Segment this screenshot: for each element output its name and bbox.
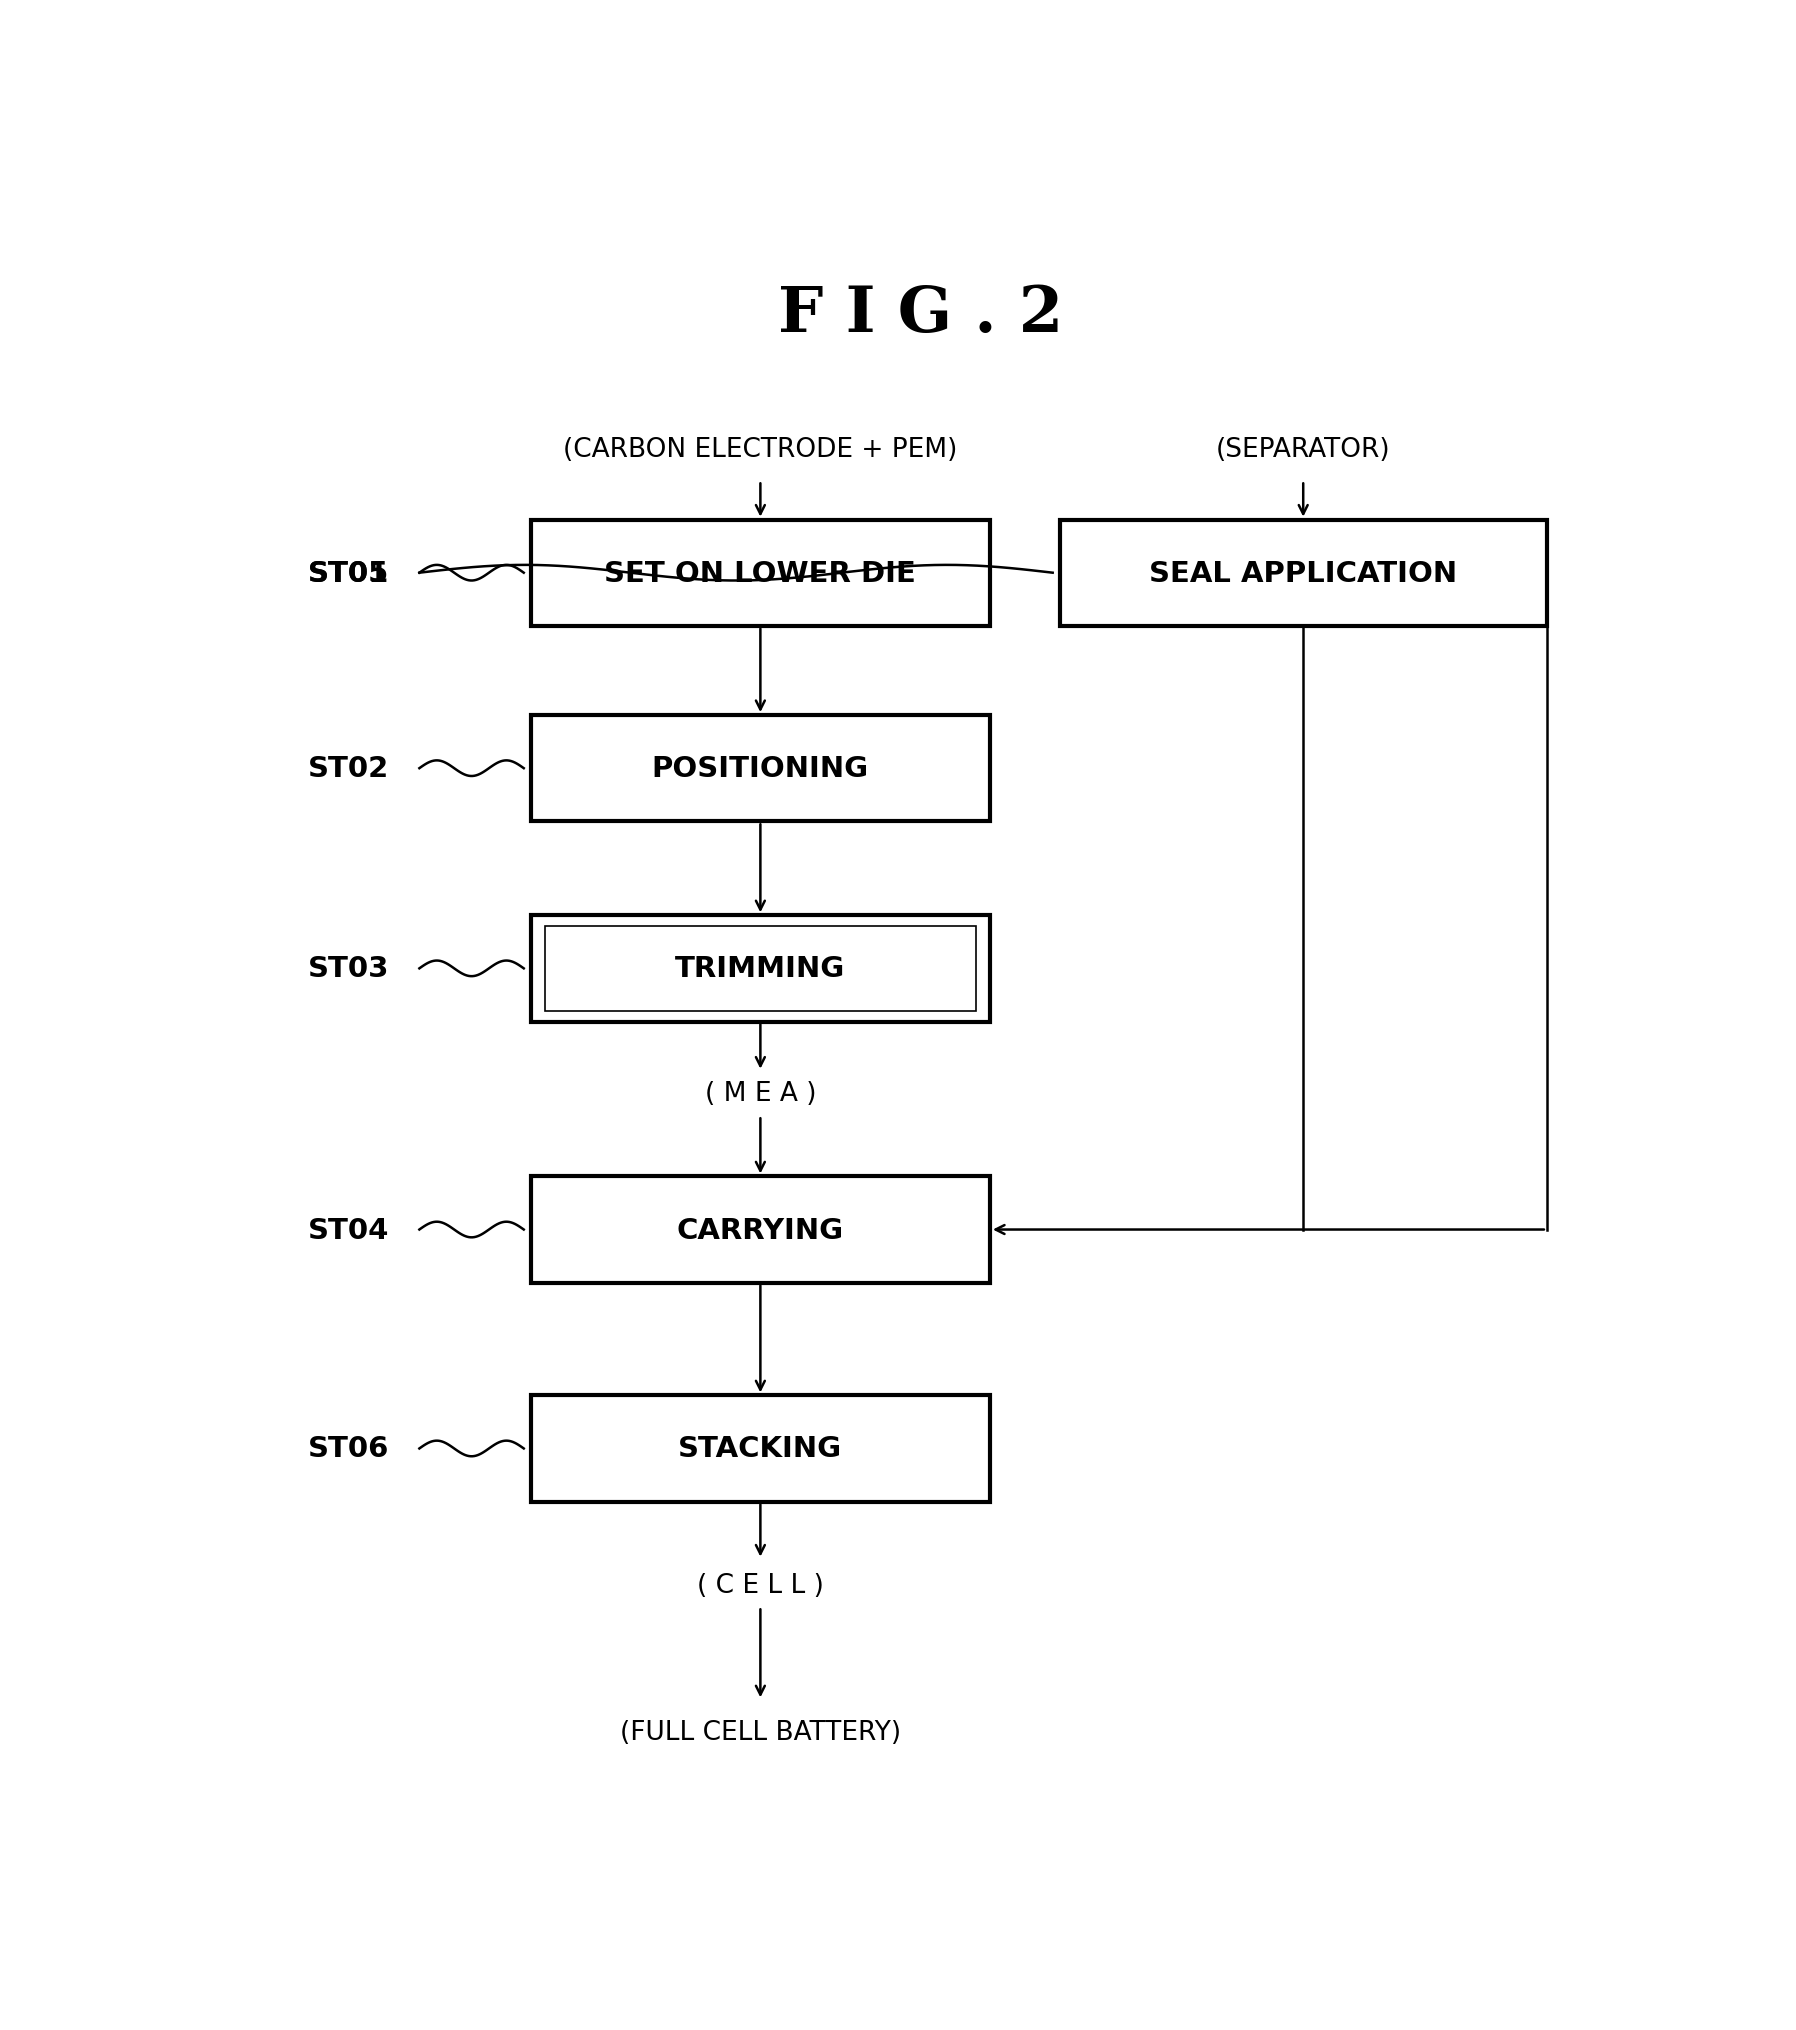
Bar [544,926,977,1011]
Text: STACKING: STACKING [679,1435,842,1464]
Text: ST04: ST04 [309,1216,390,1244]
Text: ST02: ST02 [309,755,390,784]
Text: TRIMMING: TRIMMING [675,954,846,983]
Text: (FULL CELL BATTERY): (FULL CELL BATTERY) [620,1719,902,1744]
Bar [532,916,990,1021]
Text: (SEPARATOR): (SEPARATOR) [1216,436,1390,463]
Bar [532,1395,990,1502]
Text: ( M E A ): ( M E A ) [704,1080,815,1106]
Text: SEAL APPLICATION: SEAL APPLICATION [1149,560,1457,587]
Text: ( C E L L ): ( C E L L ) [697,1571,824,1598]
Text: (CARBON ELECTRODE + PEM): (CARBON ELECTRODE + PEM) [564,436,957,463]
Text: ST05: ST05 [309,560,390,587]
Bar [532,520,990,627]
Text: CARRYING: CARRYING [677,1216,844,1244]
Bar [532,1177,990,1283]
Text: ST03: ST03 [309,954,390,983]
Text: ST01: ST01 [309,560,390,587]
Bar [1060,520,1546,627]
Bar [532,717,990,822]
Text: SET ON LOWER DIE: SET ON LOWER DIE [605,560,916,587]
Text: POSITIONING: POSITIONING [652,755,869,784]
Text: F I G . 2: F I G . 2 [778,284,1063,345]
Text: ST06: ST06 [309,1435,390,1464]
